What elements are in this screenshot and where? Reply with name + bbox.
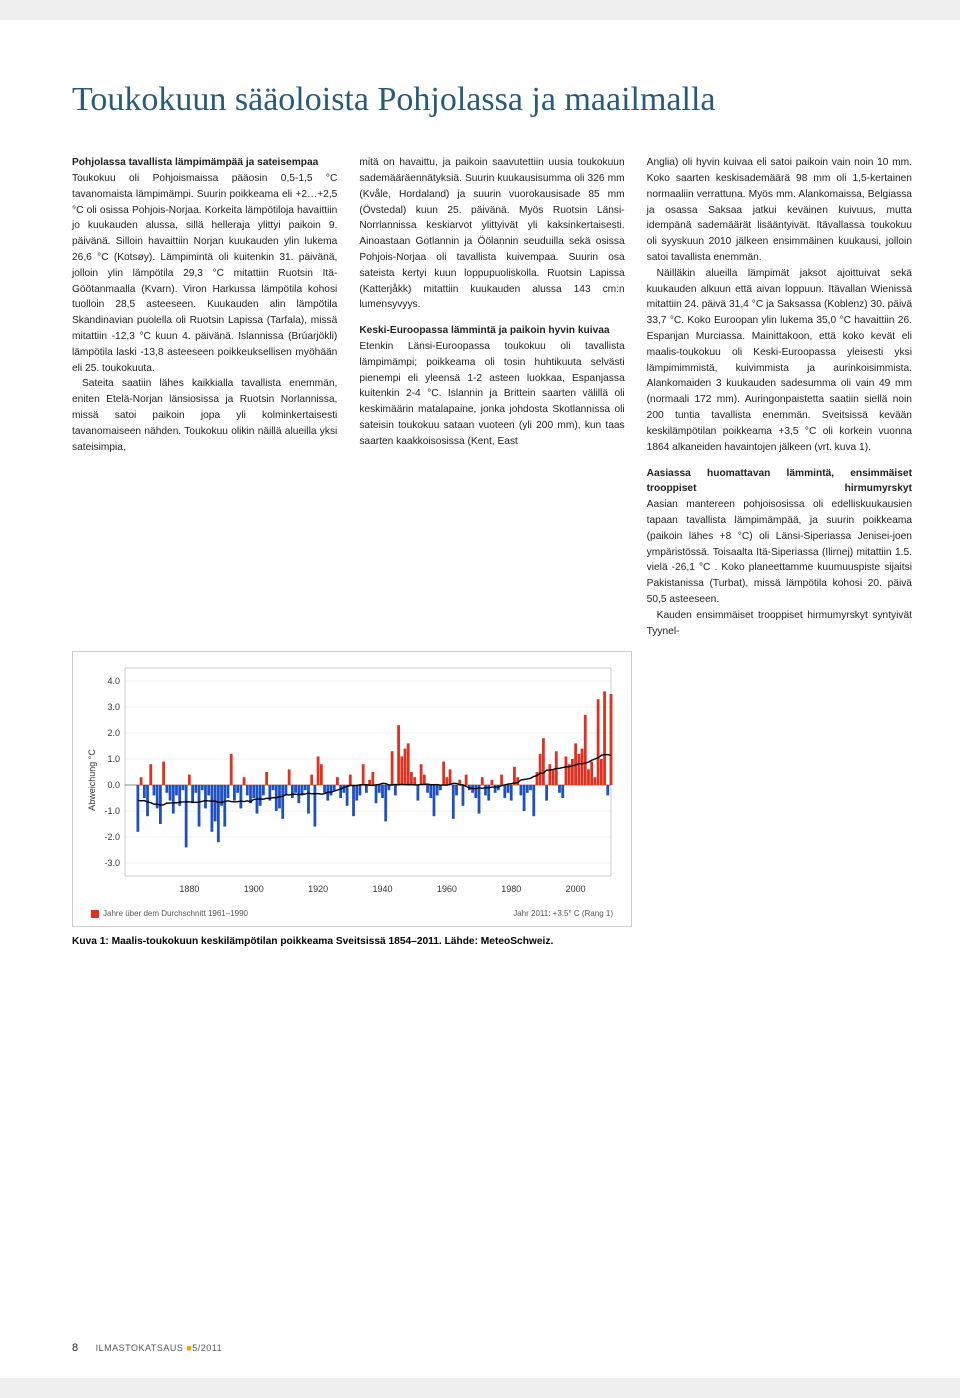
figure-1: -3.0 -2.0 -1.0 0.0 1.0 2.0 3.0 4.0 1880 1900 1920 1… bbox=[72, 651, 632, 949]
column-3: Anglia) oli hyvin kuivaa eli satoi paiko… bbox=[647, 155, 912, 639]
svg-text:2: 2 bbox=[602, 660, 607, 662]
legend-swatch bbox=[91, 910, 99, 918]
svg-text:-1.0: -1.0 bbox=[104, 806, 120, 816]
page: Toukokuun sääoloista Pohjolassa ja maail… bbox=[0, 20, 960, 1378]
svg-text:2000: 2000 bbox=[566, 884, 586, 894]
svg-text:3.0: 3.0 bbox=[107, 702, 120, 712]
legend-left-text: Jahre über dem Durchschnitt 1961–1990 bbox=[103, 909, 248, 918]
chart-svg: -3.0 -2.0 -1.0 0.0 1.0 2.0 3.0 4.0 1880 1900 1920 1… bbox=[81, 660, 621, 900]
page-number: 8 bbox=[72, 1342, 79, 1354]
svg-text:Abweichung °C: Abweichung °C bbox=[87, 749, 97, 811]
col2-p2: Etenkin Länsi-Euroopassa toukokuu oli ta… bbox=[359, 339, 624, 450]
text-columns: Pohjolassa tavallista lämpimämpää ja sat… bbox=[72, 155, 912, 639]
column-1: Pohjolassa tavallista lämpimämpää ja sat… bbox=[72, 155, 337, 639]
svg-text:-3.0: -3.0 bbox=[104, 858, 120, 868]
col1-p2: Sateita saatiin lähes kaikkialla tavalli… bbox=[72, 376, 337, 455]
svg-text:0.0: 0.0 bbox=[107, 780, 120, 790]
figure-caption: Kuva 1: Maalis-toukokuun keskilämpötilan… bbox=[72, 935, 632, 949]
lead-in: Pohjolassa tavallista lämpimämpää ja sat… bbox=[72, 157, 318, 168]
svg-text:1920: 1920 bbox=[308, 884, 328, 894]
svg-text:1880: 1880 bbox=[179, 884, 199, 894]
col3-subhead: Aasiassa huomattavan lämmintä, ensimmäis… bbox=[647, 466, 912, 498]
svg-text:3: 3 bbox=[596, 660, 601, 662]
chart-frame: -3.0 -2.0 -1.0 0.0 1.0 2.0 3.0 4.0 1880 1900 1920 1… bbox=[72, 651, 632, 927]
col2-subhead: Keski-Euroopassa lämmintä ja paikoin hyv… bbox=[359, 323, 624, 339]
svg-text:2.0: 2.0 bbox=[107, 728, 120, 738]
legend-right-text: Jahr 2011: +3.5° C (Rang 1) bbox=[513, 909, 613, 918]
svg-text:1960: 1960 bbox=[437, 884, 457, 894]
col2-p1: mitä on havaittu, ja paikoin saavutettii… bbox=[359, 155, 624, 313]
svg-text:4.0: 4.0 bbox=[107, 676, 120, 686]
col3-p1: Anglia) oli hyvin kuivaa eli satoi paiko… bbox=[647, 155, 912, 266]
svg-text:1: 1 bbox=[609, 660, 614, 662]
col3-p2: Näilläkin alueilla lämpimät jaksot ajoit… bbox=[647, 266, 912, 456]
col3-p3: Aasian mantereen pohjoisosissa oli edell… bbox=[647, 497, 912, 608]
svg-text:4: 4 bbox=[583, 660, 588, 662]
page-footer: 8 ILMASTOKATSAUS ■5/2011 bbox=[72, 1342, 222, 1354]
svg-text:1940: 1940 bbox=[372, 884, 392, 894]
publication-name: ILMASTOKATSAUS bbox=[96, 1343, 184, 1353]
svg-text:5: 5 bbox=[396, 660, 401, 662]
svg-text:-2.0: -2.0 bbox=[104, 832, 120, 842]
col1-p1: Toukokuu oli Pohjoismaissa pääosin 0,5-1… bbox=[72, 171, 337, 377]
svg-text:1980: 1980 bbox=[501, 884, 521, 894]
issue-number: 5/2011 bbox=[192, 1343, 222, 1353]
chart-legend: Jahre über dem Durchschnitt 1961–1990 Ja… bbox=[81, 905, 623, 918]
svg-text:1.0: 1.0 bbox=[107, 754, 120, 764]
article-title: Toukokuun sääoloista Pohjolassa ja maail… bbox=[72, 80, 912, 119]
col3-p4: Kauden ensimmäiset trooppiset hirmumyrsk… bbox=[647, 608, 912, 640]
column-2: mitä on havaittu, ja paikoin saavutettii… bbox=[359, 155, 624, 639]
svg-text:1900: 1900 bbox=[244, 884, 264, 894]
